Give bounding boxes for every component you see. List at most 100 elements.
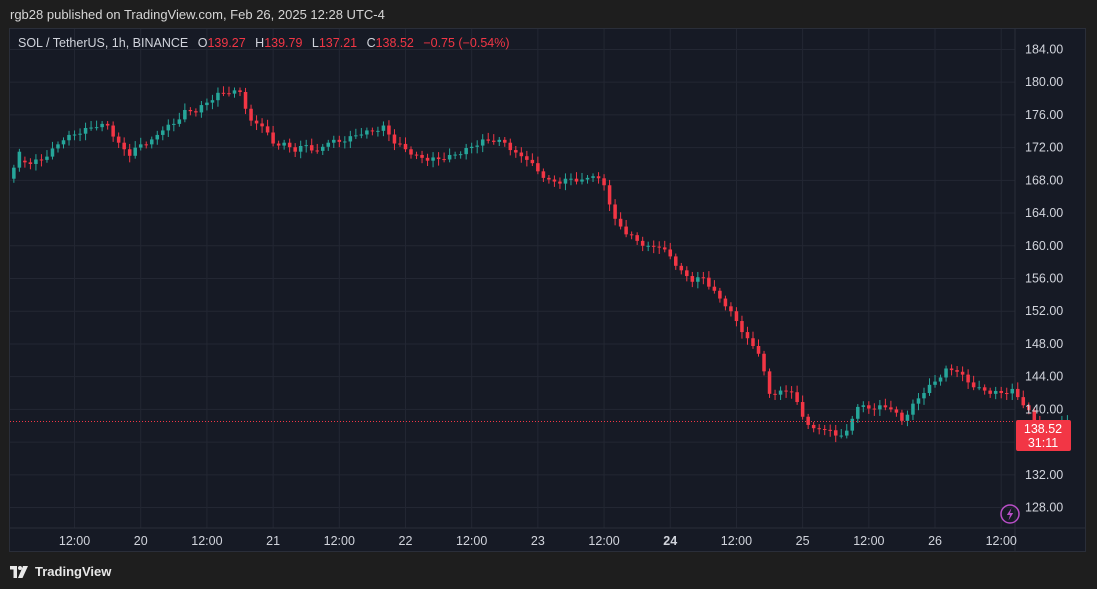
candle-down[interactable] bbox=[436, 157, 441, 160]
candle-down[interactable] bbox=[105, 123, 110, 126]
candle-down[interactable] bbox=[387, 125, 391, 135]
candle-down[interactable] bbox=[414, 154, 419, 156]
candle-down[interactable] bbox=[662, 247, 667, 250]
candle-up[interactable] bbox=[497, 139, 502, 142]
candle-down[interactable] bbox=[530, 159, 535, 164]
candle-up[interactable] bbox=[45, 156, 49, 160]
candle-down[interactable] bbox=[260, 123, 264, 127]
candle-down[interactable] bbox=[409, 149, 413, 155]
candle-down[interactable] bbox=[679, 265, 684, 271]
candle-down[interactable] bbox=[701, 277, 706, 279]
candle-up[interactable] bbox=[944, 368, 948, 378]
candle-down[interactable] bbox=[729, 306, 733, 312]
candle-down[interactable] bbox=[745, 332, 750, 339]
candle-up[interactable] bbox=[232, 90, 237, 94]
candle-down[interactable] bbox=[276, 143, 281, 146]
candle-down[interactable] bbox=[249, 108, 253, 121]
candle-down[interactable] bbox=[508, 142, 513, 151]
candle-down[interactable] bbox=[1032, 410, 1037, 421]
candle-down[interactable] bbox=[243, 91, 248, 109]
candle-up[interactable] bbox=[469, 146, 474, 149]
candle-up[interactable] bbox=[359, 134, 364, 136]
candle-up[interactable] bbox=[1010, 388, 1015, 394]
candle-up[interactable] bbox=[453, 154, 457, 156]
candle-down[interactable] bbox=[988, 390, 992, 394]
candle-up[interactable] bbox=[320, 146, 325, 151]
candle-down[interactable] bbox=[227, 93, 231, 95]
candle-down[interactable] bbox=[1027, 405, 1031, 411]
candle-up[interactable] bbox=[933, 381, 937, 385]
candle-up[interactable] bbox=[354, 135, 358, 137]
candle-down[interactable] bbox=[767, 371, 772, 394]
candle-down[interactable] bbox=[111, 125, 115, 137]
candle-up[interactable] bbox=[12, 167, 16, 179]
candle-down[interactable] bbox=[806, 416, 810, 425]
candle-up[interactable] bbox=[458, 154, 463, 156]
candle-up[interactable] bbox=[133, 147, 137, 156]
candle-down[interactable] bbox=[127, 149, 132, 156]
candle-up[interactable] bbox=[856, 406, 860, 419]
candle-up[interactable] bbox=[50, 148, 55, 157]
candle-down[interactable] bbox=[194, 111, 198, 113]
candle-down[interactable] bbox=[833, 430, 838, 436]
candle-down[interactable] bbox=[613, 204, 617, 219]
candle-up[interactable] bbox=[569, 178, 573, 180]
candle-down[interactable] bbox=[949, 368, 954, 371]
candle-up[interactable] bbox=[922, 393, 926, 399]
candle-down[interactable] bbox=[1021, 397, 1026, 406]
candle-up[interactable] bbox=[376, 130, 380, 132]
candle-down[interactable] bbox=[398, 143, 402, 145]
candle-down[interactable] bbox=[751, 338, 755, 346]
candle-down[interactable] bbox=[828, 429, 832, 431]
candle-down[interactable] bbox=[392, 134, 397, 144]
candle-down[interactable] bbox=[370, 130, 375, 132]
candle-down[interactable] bbox=[756, 345, 761, 354]
candle-down[interactable] bbox=[690, 276, 695, 282]
tradingview-footer[interactable]: TradingView bbox=[10, 564, 111, 579]
candle-down[interactable] bbox=[596, 176, 601, 179]
candle-down[interactable] bbox=[651, 245, 656, 247]
candle-up[interactable] bbox=[78, 133, 82, 135]
candle-down[interactable] bbox=[982, 387, 987, 391]
candle-up[interactable] bbox=[282, 142, 286, 146]
candle-up[interactable] bbox=[365, 130, 369, 135]
candle-down[interactable] bbox=[238, 90, 242, 92]
candle-down[interactable] bbox=[811, 424, 816, 429]
candle-up[interactable] bbox=[149, 139, 154, 145]
candle-down[interactable] bbox=[723, 298, 728, 307]
candle-up[interactable] bbox=[381, 125, 386, 131]
candle-down[interactable] bbox=[144, 144, 149, 146]
candle-up[interactable] bbox=[100, 123, 104, 128]
candle-up[interactable] bbox=[585, 177, 590, 180]
candle-up[interactable] bbox=[993, 390, 998, 394]
candle-down[interactable] bbox=[618, 218, 623, 227]
candle-down[interactable] bbox=[657, 246, 661, 248]
candle-up[interactable] bbox=[591, 176, 595, 178]
candle-up[interactable] bbox=[17, 151, 22, 168]
candle-down[interactable] bbox=[122, 142, 126, 150]
candle-down[interactable] bbox=[734, 311, 739, 322]
candle-up[interactable] bbox=[580, 179, 584, 182]
candle-down[interactable] bbox=[503, 139, 507, 143]
candle-up[interactable] bbox=[938, 377, 943, 382]
candle-down[interactable] bbox=[629, 234, 634, 236]
candle-down[interactable] bbox=[491, 140, 496, 142]
candle-down[interactable] bbox=[293, 147, 297, 152]
candle-up[interactable] bbox=[911, 403, 915, 415]
candle-up[interactable] bbox=[431, 157, 435, 161]
candle-down[interactable] bbox=[889, 407, 893, 410]
candle-up[interactable] bbox=[94, 127, 99, 129]
candle-up[interactable] bbox=[475, 145, 479, 147]
candle-up[interactable] bbox=[977, 387, 981, 389]
candle-down[interactable] bbox=[536, 163, 540, 172]
candle-down[interactable] bbox=[287, 142, 292, 148]
candle-up[interactable] bbox=[850, 418, 855, 431]
candle-down[interactable] bbox=[960, 371, 965, 375]
candle-up[interactable] bbox=[916, 398, 921, 404]
candle-down[interactable] bbox=[221, 92, 226, 94]
candle-up[interactable] bbox=[172, 123, 176, 125]
candle-down[interactable] bbox=[640, 240, 645, 246]
candle-up[interactable] bbox=[61, 140, 66, 145]
candle-up[interactable] bbox=[905, 414, 910, 421]
candle-up[interactable] bbox=[67, 134, 71, 141]
